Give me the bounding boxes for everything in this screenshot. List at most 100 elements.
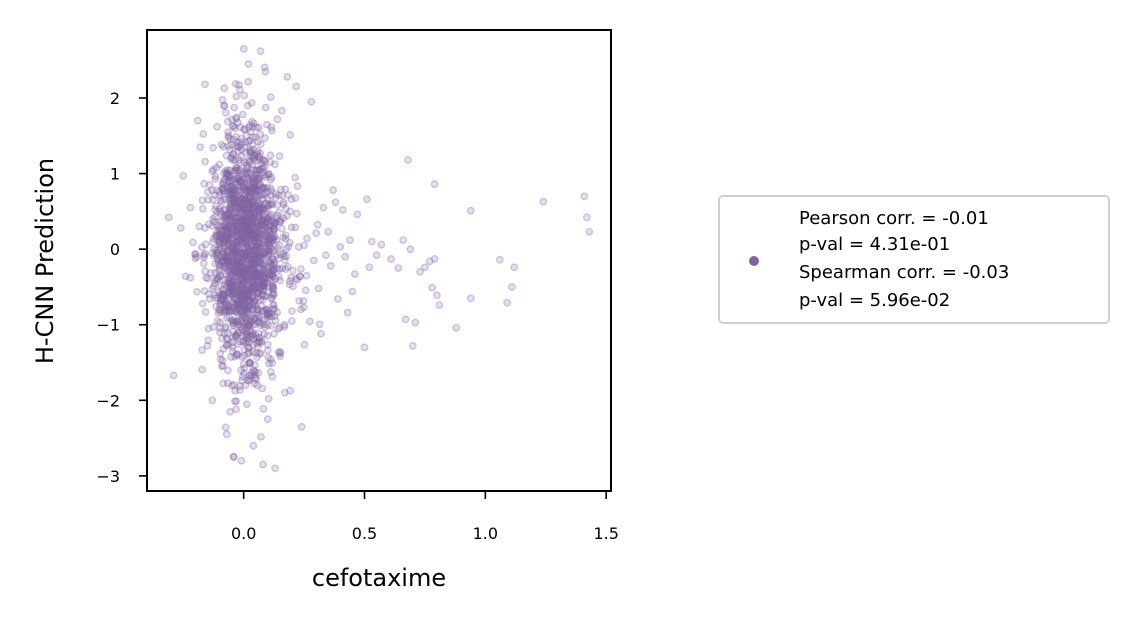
scatter-point [228,238,237,247]
scatter-point [244,288,253,297]
scatter-point [240,253,249,262]
scatter-point [245,246,254,255]
scatter-point [221,230,230,239]
scatter-point [228,316,237,325]
scatter-point [228,338,237,347]
scatter-point [245,303,254,312]
scatter-point [229,135,238,144]
scatter-point [249,237,258,246]
scatter-point [231,249,240,258]
scatter-point [252,339,261,348]
scatter-point [281,231,290,240]
scatter-point [254,275,262,284]
scatter-point [240,220,249,229]
scatter-point [269,282,277,291]
scatter-point [231,221,240,230]
scatter-point [232,268,241,277]
scatter-point [259,205,268,214]
scatter-point [258,194,267,203]
scatter-point [244,296,253,305]
scatter-point [243,199,252,208]
scatter-point [241,338,250,347]
scatter-point [249,198,257,207]
scatter-point [239,337,248,346]
scatter-point [260,215,269,224]
scatter-point [237,266,246,275]
scatter-point [233,305,242,313]
scatter-point [242,251,251,260]
scatter-point [227,267,235,276]
scatter-point [225,258,234,267]
scatter-point [235,308,244,317]
scatter-point [219,289,228,298]
scatter-point [248,348,257,356]
scatter-point [244,217,253,226]
scatter-point [246,219,255,228]
scatter-point [257,271,265,280]
scatter-point [214,259,223,268]
scatter-point [232,226,241,235]
scatter-point [233,258,242,267]
scatter-point [264,308,273,317]
scatter-point [248,301,257,310]
scatter-point [242,232,251,241]
scatter-point [210,217,219,226]
scatter-point [248,216,257,225]
scatter-point [205,180,214,189]
scatter-point [228,122,237,131]
scatter-point [245,193,254,201]
scatter-point [276,276,284,285]
scatter-point [249,179,257,188]
scatter-point [239,167,248,176]
scatter-point [250,151,259,160]
scatter-point [235,300,243,309]
scatter-point [271,189,280,198]
scatter-point [227,270,236,279]
scatter-point [225,216,234,224]
scatter-point [239,220,248,229]
scatter-point [233,197,242,206]
scatter-point [238,262,246,271]
scatter-point [343,308,352,317]
scatter-point [257,203,265,212]
scatter-point [230,189,239,198]
scatter-point [279,214,288,223]
scatter-point [466,294,475,303]
scatter-point [266,257,275,265]
scatter-point [244,264,253,273]
scatter-point [253,309,262,318]
scatter-point [267,126,276,135]
scatter-point [274,208,283,217]
scatter-point [229,251,238,260]
scatter-point [239,279,248,288]
scatter-point [241,252,250,261]
scatter-point [249,261,258,270]
scatter-point [267,309,276,318]
scatter-point [233,217,242,226]
scatter-point [240,301,249,310]
scatter-point [258,204,267,213]
scatter-point [295,272,304,281]
scatter-point [241,263,250,272]
scatter-point [251,233,260,242]
scatter-point [248,122,257,131]
scatter-point [231,295,240,303]
scatter-point [227,244,236,253]
scatter-point [215,225,224,234]
scatter-point [251,253,260,262]
scatter-point [232,214,241,223]
scatter-point [225,196,234,205]
scatter-point [249,202,258,211]
y-tick-label: −1 [96,316,120,335]
scatter-point [234,317,242,326]
scatter-point [224,170,233,179]
scatter-point [176,224,185,232]
scatter-point [294,243,303,251]
scatter-point [230,197,239,206]
scatter-point [238,266,247,275]
scatter-point [245,292,254,301]
scatter-point [246,136,254,145]
scatter-point [220,329,229,338]
scatter-point [238,240,247,249]
scatter-point [250,182,259,191]
